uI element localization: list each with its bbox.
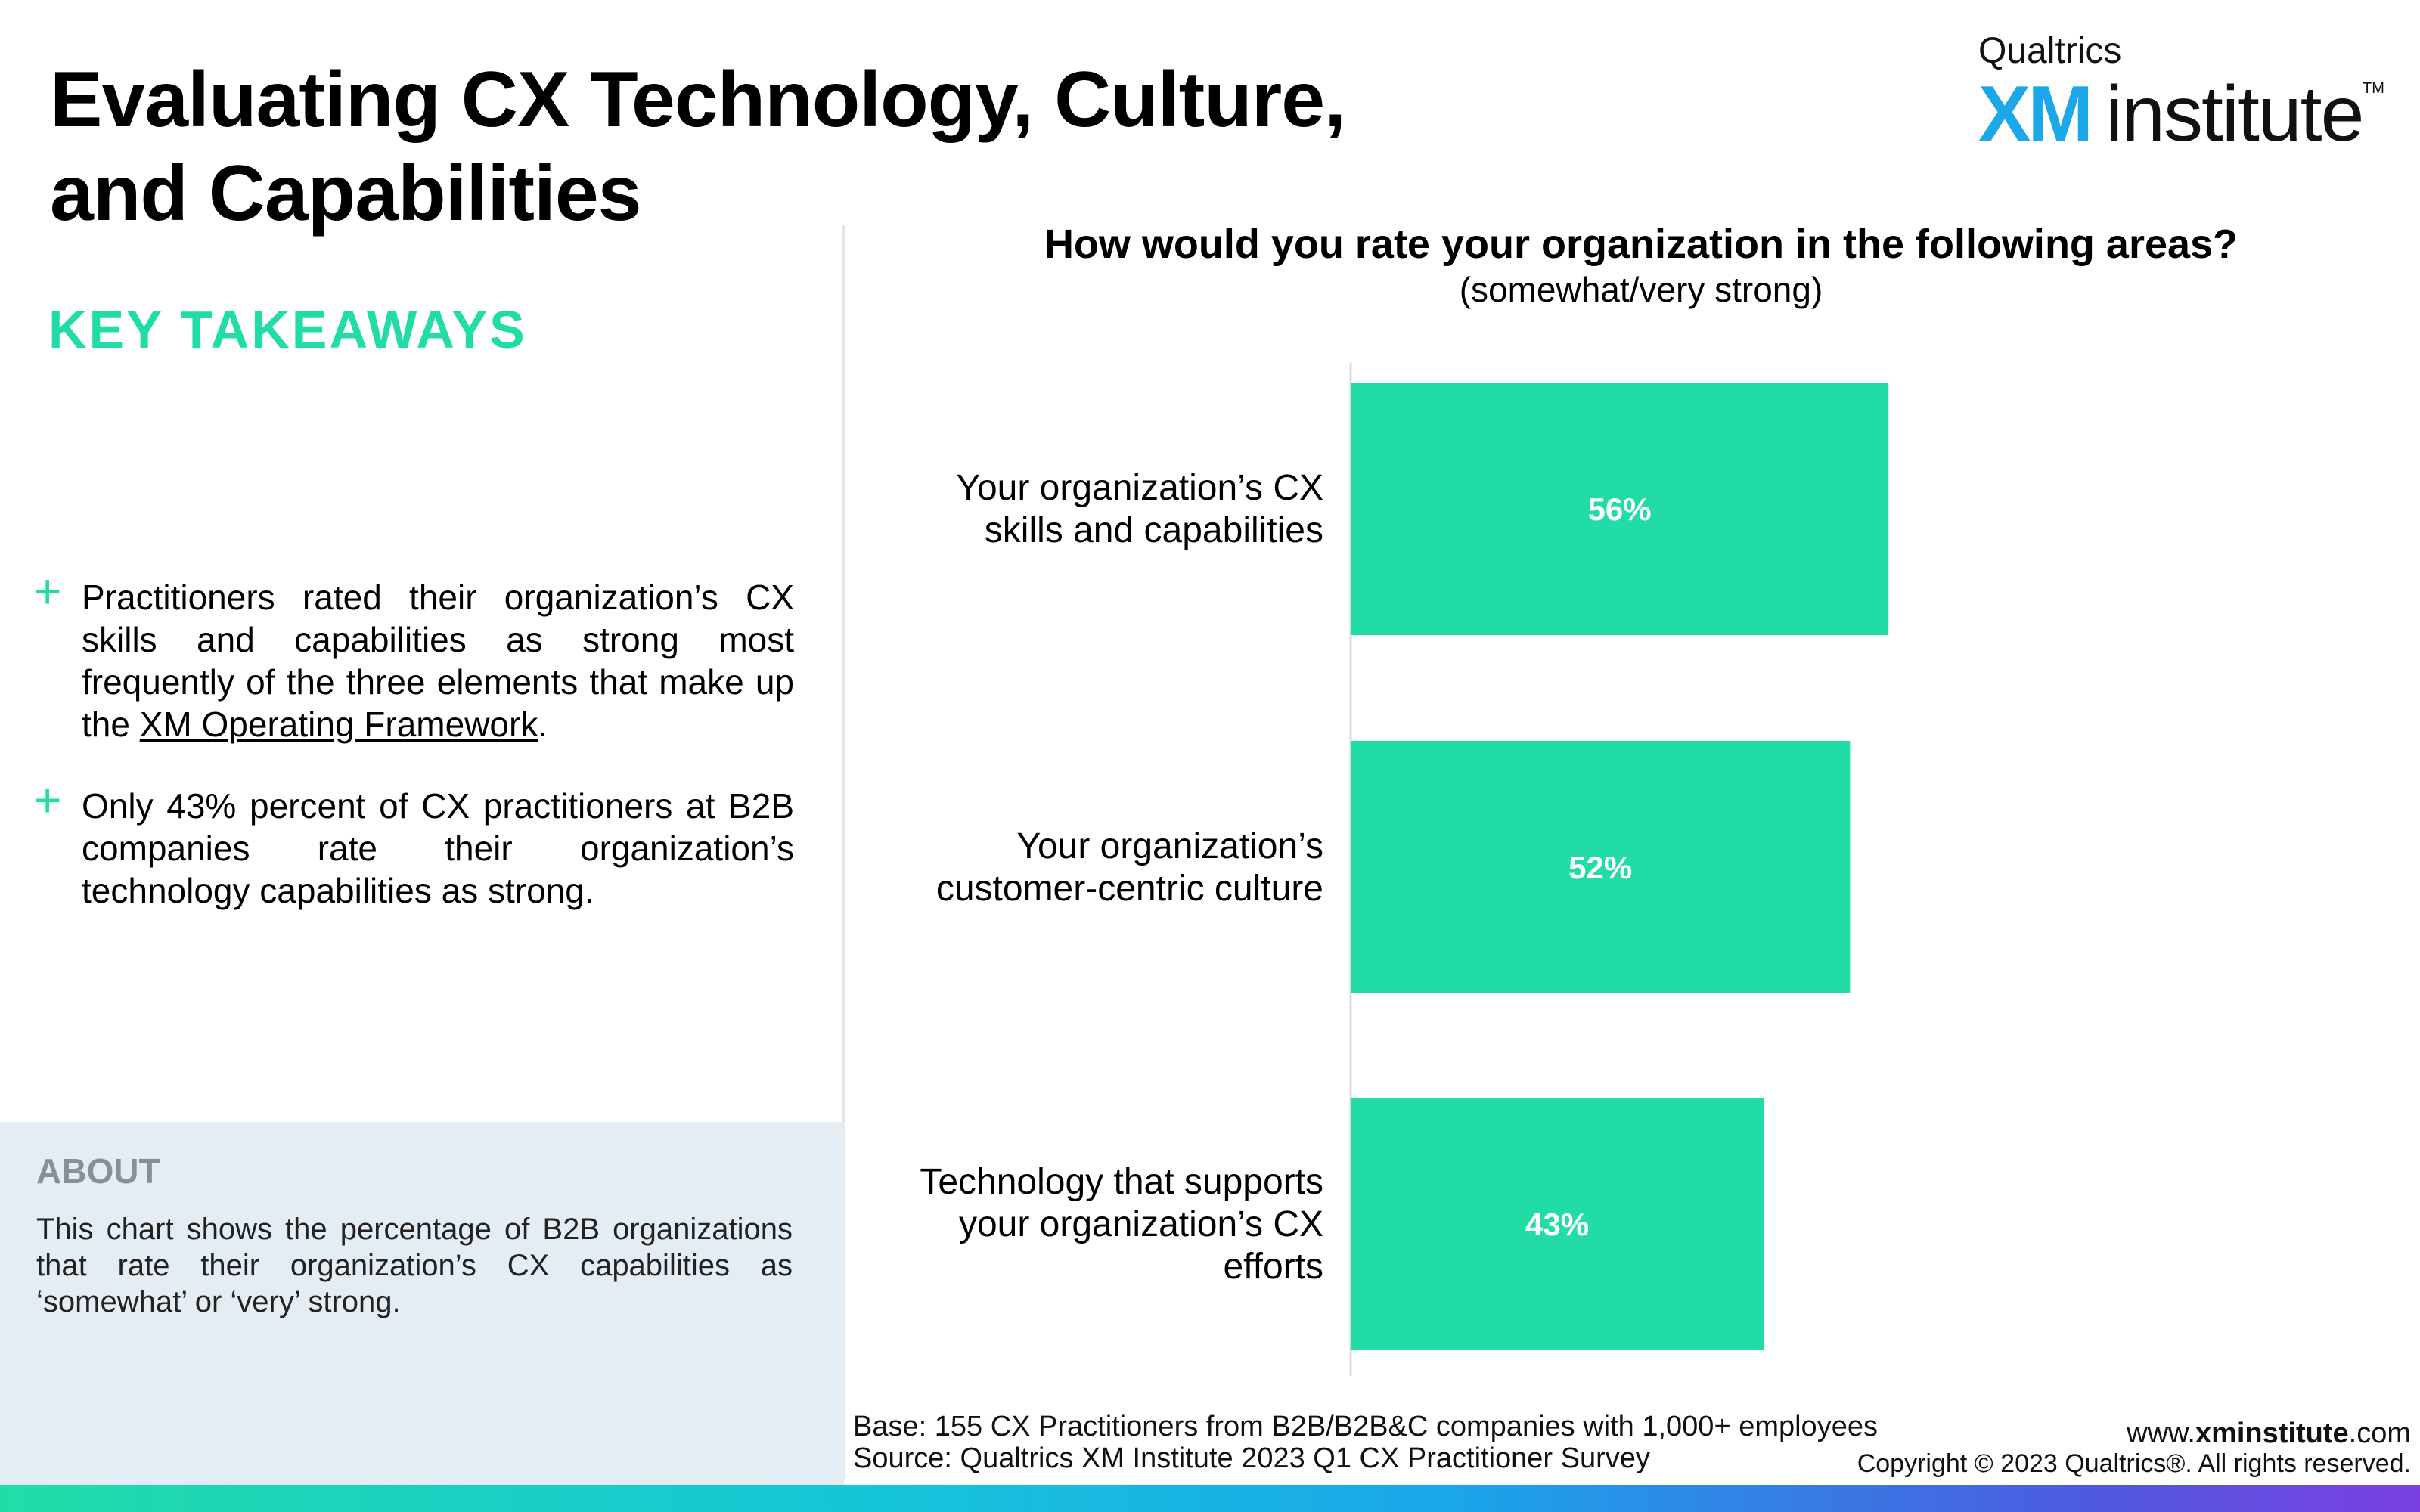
bar-value-label-1: 56% [1588, 491, 1652, 527]
page-title-line-1: Evaluating CX Technology, Culture, [50, 56, 1346, 144]
chart-subtitle: (somewhat/very strong) [1459, 270, 1823, 309]
footnote-base: Base: 155 CX Practitioners from B2B/B2B&… [853, 1411, 1878, 1442]
bar-3 [1351, 1098, 1764, 1350]
footnote-source: Source: Qualtrics XM Institute 2023 Q1 C… [853, 1442, 1650, 1474]
website-link[interactable]: www.xminstitute.com [1857, 1418, 2411, 1448]
category-label-2-line-2: customer-centric culture [936, 869, 1323, 909]
about-heading: ABOUT [36, 1151, 160, 1191]
footer-right: www.xminstitute.com Copyright © 2023 Qua… [1857, 1418, 2411, 1479]
category-label-1: Your organization’s CX skills and capabil… [956, 468, 1323, 550]
bar-2 [1351, 741, 1851, 993]
plus-icon: + [33, 773, 62, 827]
xm-operating-framework-link[interactable]: XM Operating Framework [139, 705, 538, 744]
category-label-2: Your organization’s customer-centric cult… [936, 826, 1323, 909]
about-panel: ABOUT This chart shows the percentage of… [0, 1122, 844, 1485]
xm-institute-logo: Qualtrics XM institute TM [1978, 30, 2387, 158]
key-takeaways-heading: KEY TAKEAWAYS [48, 300, 527, 359]
page-title: Evaluating CX Technology, Culture, and C… [50, 53, 1487, 240]
copyright: Copyright © 2023 Qualtrics®. All rights … [1857, 1449, 2411, 1478]
logo-xm: XM [1978, 70, 2093, 158]
chart-title: How would you rate your organization in … [1044, 222, 2238, 267]
vertical-divider [842, 225, 845, 1480]
category-label-1-line-1: Your organization’s CX [956, 468, 1323, 508]
takeaway-item-2: + Only 43% percent of CX practitioners a… [33, 776, 794, 912]
website-suffix: .com [2348, 1418, 2411, 1449]
website-bold: xminstitute [2195, 1418, 2349, 1449]
takeaway-text-1-before: Practitioners rated their organization’s… [82, 578, 794, 744]
takeaway-text-1: Practitioners rated their organization’s… [82, 576, 794, 745]
takeaway-text-1-after: . [538, 705, 548, 744]
category-label-3-line-2: your organization’s CX [959, 1204, 1323, 1244]
plus-icon: + [33, 564, 62, 618]
bar-chart: 56% Your organization’s CX skills and capa… [920, 363, 1889, 1376]
page-title-line-2: and Capabilities [50, 150, 642, 237]
category-label-3: Technology that supports your organizatio… [920, 1162, 1323, 1287]
logo-brand: Qualtrics [1978, 31, 2122, 71]
logo-institute: institute [2105, 70, 2364, 158]
logo-trademark: TM [2363, 80, 2384, 97]
category-label-1-line-2: skills and capabilities [985, 510, 1323, 550]
takeaway-text-2: Only 43% percent of CX practitioners at … [82, 786, 794, 910]
bar-1 [1351, 383, 1889, 635]
website-prefix: www. [2127, 1418, 2195, 1449]
bottom-gradient-bar [0, 1485, 2420, 1512]
category-label-3-line-3: efforts [1223, 1247, 1323, 1287]
bar-value-label-2: 52% [1568, 850, 1632, 885]
footnote: Base: 155 CX Practitioners from B2B/B2B&… [853, 1411, 1878, 1474]
category-label-3-line-1: Technology that supports [920, 1162, 1323, 1202]
bar-value-label-3: 43% [1525, 1207, 1589, 1242]
about-text: This chart shows the percentage of B2B o… [36, 1213, 793, 1318]
category-label-2-line-1: Your organization’s [1016, 826, 1323, 866]
takeaway-item-1: + Practitioners rated their organization… [33, 567, 794, 745]
